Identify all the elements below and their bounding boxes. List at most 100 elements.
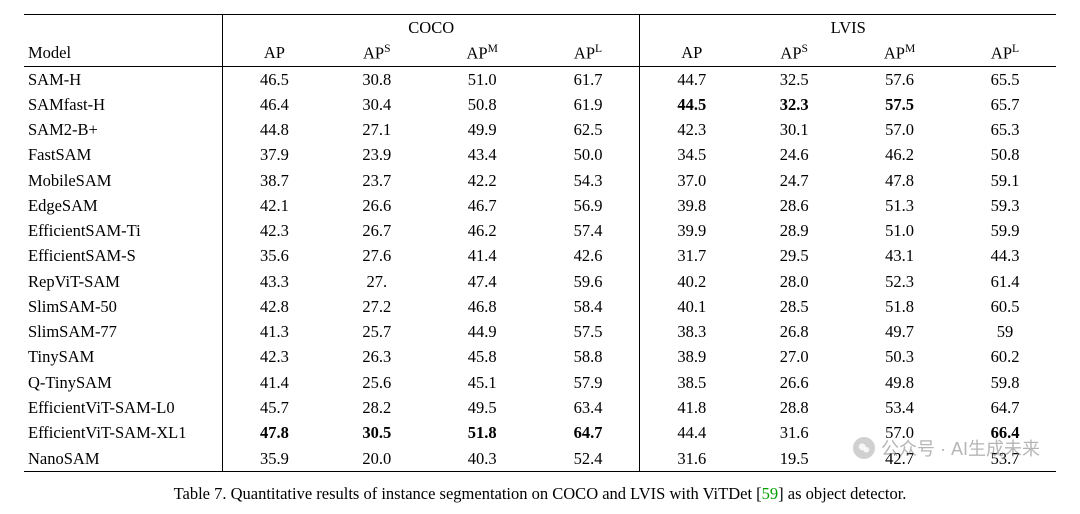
model-name: MobileSAM: [24, 168, 223, 193]
header-metric: APS: [743, 40, 845, 66]
metric-cell: 47.8: [223, 421, 326, 446]
metric-cell: 27.1: [326, 118, 428, 143]
metric-cell: 51.0: [428, 67, 537, 93]
metric-cell: 59.6: [537, 269, 640, 294]
metric-cell: 57.0: [845, 118, 954, 143]
header-group-coco: COCO: [223, 15, 640, 41]
metric-cell: 28.8: [743, 395, 845, 420]
model-name: NanoSAM: [24, 446, 223, 472]
metric-cell: 30.5: [326, 421, 428, 446]
metric-cell: 45.1: [428, 370, 537, 395]
metric-cell: 25.6: [326, 370, 428, 395]
metric-cell: 43.4: [428, 143, 537, 168]
metric-cell: 61.4: [954, 269, 1056, 294]
model-name: TinySAM: [24, 345, 223, 370]
metric-cell: 44.4: [640, 421, 743, 446]
metric-cell: 44.5: [640, 92, 743, 117]
metric-cell: 60.5: [954, 294, 1056, 319]
metric-cell: 38.5: [640, 370, 743, 395]
metric-cell: 41.8: [640, 395, 743, 420]
header-metric: APS: [326, 40, 428, 66]
model-name: SAMfast-H: [24, 92, 223, 117]
metric-cell: 47.8: [845, 168, 954, 193]
metric-cell: 54.3: [537, 168, 640, 193]
metric-cell: 60.2: [954, 345, 1056, 370]
metric-cell: 27.6: [326, 244, 428, 269]
header-metric: APM: [428, 40, 537, 66]
header-metric: AP: [640, 40, 743, 66]
model-name: EdgeSAM: [24, 193, 223, 218]
metric-cell: 35.9: [223, 446, 326, 472]
metric-cell: 64.7: [954, 395, 1056, 420]
citation-number: 59: [762, 484, 779, 503]
metric-cell: 49.8: [845, 370, 954, 395]
metric-cell: 59: [954, 320, 1056, 345]
metric-cell: 61.9: [537, 92, 640, 117]
model-name: EfficientSAM-Ti: [24, 219, 223, 244]
metric-cell: 41.4: [223, 370, 326, 395]
model-name: EfficientSAM-S: [24, 244, 223, 269]
metric-cell: 31.6: [743, 421, 845, 446]
metric-cell: 19.5: [743, 446, 845, 472]
metric-cell: 63.4: [537, 395, 640, 420]
metric-cell: 32.3: [743, 92, 845, 117]
metric-cell: 59.8: [954, 370, 1056, 395]
metric-cell: 28.9: [743, 219, 845, 244]
header-model-blank: [24, 15, 223, 41]
metric-cell: 49.9: [428, 118, 537, 143]
metric-cell: 44.9: [428, 320, 537, 345]
metric-cell: 59.3: [954, 193, 1056, 218]
metric-cell: 27.: [326, 269, 428, 294]
metric-cell: 46.4: [223, 92, 326, 117]
metric-cell: 52.3: [845, 269, 954, 294]
model-name: SlimSAM-77: [24, 320, 223, 345]
metric-cell: 32.5: [743, 67, 845, 93]
metric-cell: 49.5: [428, 395, 537, 420]
metric-cell: 26.7: [326, 219, 428, 244]
caption-prefix: Table 7. Quantitative results of instanc…: [174, 484, 762, 503]
metric-cell: 40.3: [428, 446, 537, 472]
metric-cell: 23.7: [326, 168, 428, 193]
metric-cell: 41.3: [223, 320, 326, 345]
metric-cell: 26.8: [743, 320, 845, 345]
metric-cell: 46.2: [845, 143, 954, 168]
metric-cell: 49.7: [845, 320, 954, 345]
metric-cell: 42.1: [223, 193, 326, 218]
metric-cell: 26.6: [743, 370, 845, 395]
metric-cell: 50.8: [954, 143, 1056, 168]
metric-cell: 42.8: [223, 294, 326, 319]
metric-cell: 41.4: [428, 244, 537, 269]
metric-cell: 58.8: [537, 345, 640, 370]
metric-cell: 50.0: [537, 143, 640, 168]
metric-cell: 42.3: [223, 219, 326, 244]
table-caption: Table 7. Quantitative results of instanc…: [24, 484, 1056, 504]
header-model: Model: [24, 40, 223, 66]
metric-cell: 29.5: [743, 244, 845, 269]
metric-cell: 57.5: [537, 320, 640, 345]
metric-cell: 40.1: [640, 294, 743, 319]
metric-cell: 64.7: [537, 421, 640, 446]
model-name: RepViT-SAM: [24, 269, 223, 294]
model-name: SAM2-B+: [24, 118, 223, 143]
caption-suffix: ] as object detector.: [778, 484, 906, 503]
metric-cell: 45.8: [428, 345, 537, 370]
results-table: COCOLVISModelAPAPSAPMAPLAPAPSAPMAPL SAM-…: [24, 14, 1056, 472]
metric-cell: 24.6: [743, 143, 845, 168]
metric-cell: 39.9: [640, 219, 743, 244]
metric-cell: 30.4: [326, 92, 428, 117]
metric-cell: 56.9: [537, 193, 640, 218]
model-name: EfficientViT-SAM-XL1: [24, 421, 223, 446]
metric-cell: 57.4: [537, 219, 640, 244]
metric-cell: 57.0: [845, 421, 954, 446]
metric-cell: 28.0: [743, 269, 845, 294]
model-name: SAM-H: [24, 67, 223, 93]
header-metric: APL: [954, 40, 1056, 66]
model-name: EfficientViT-SAM-L0: [24, 395, 223, 420]
metric-cell: 28.2: [326, 395, 428, 420]
metric-cell: 37.0: [640, 168, 743, 193]
metric-cell: 20.0: [326, 446, 428, 472]
metric-cell: 59.9: [954, 219, 1056, 244]
metric-cell: 45.7: [223, 395, 326, 420]
metric-cell: 51.3: [845, 193, 954, 218]
metric-cell: 57.5: [845, 92, 954, 117]
